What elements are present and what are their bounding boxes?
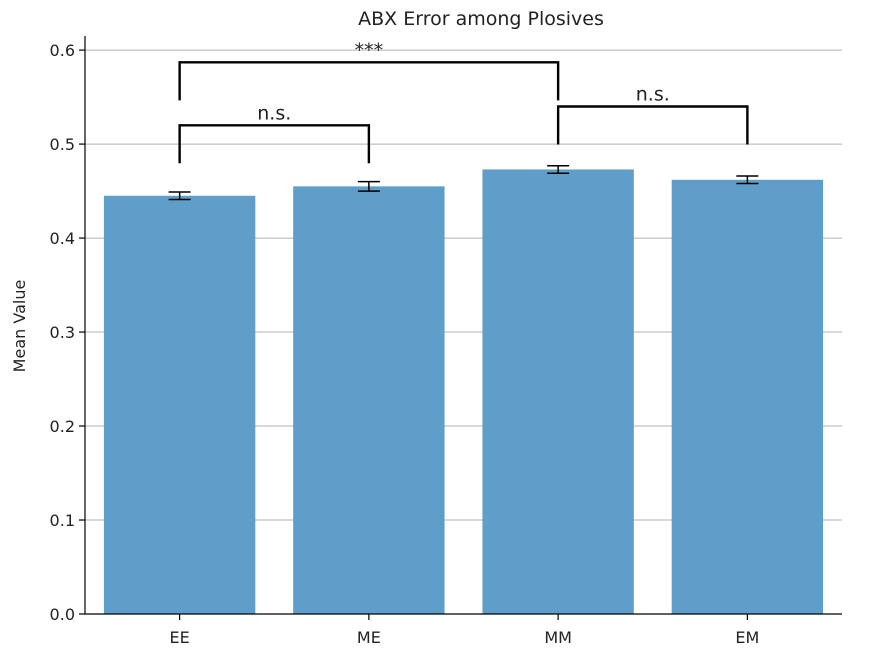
bars	[103, 169, 824, 615]
significance-bracket	[178, 61, 560, 101]
y-tick-label: 0.4	[50, 229, 75, 248]
significance-label: n.s.	[257, 102, 291, 124]
x-tick-label: EE	[170, 628, 190, 647]
x-tick-label: MM	[544, 628, 572, 647]
significance-bracket	[556, 105, 749, 145]
x-tick-label: EM	[735, 628, 759, 647]
significance-label: n.s.	[636, 83, 670, 105]
y-ticks: 0.0 0.1 0.2 0.3 0.4 0.5 0.6	[50, 41, 85, 624]
bar-me	[293, 186, 445, 615]
axes	[84, 36, 842, 615]
bar-mm	[482, 169, 634, 614]
y-tick-label: 0.0	[50, 605, 75, 624]
significance-bracket	[178, 124, 371, 164]
bar-em	[671, 179, 824, 615]
x-ticks: EE ME MM EM	[170, 614, 759, 647]
y-tick-label: 0.6	[50, 41, 75, 60]
y-tick-label: 0.5	[50, 135, 75, 154]
x-tick-label: ME	[357, 628, 381, 647]
y-tick-label: 0.1	[50, 511, 75, 530]
chart-title: ABX Error among Plosives	[358, 8, 604, 30]
significance-label: ***	[355, 39, 384, 61]
significance-annotations: n.s. n.s. ***	[178, 39, 749, 164]
error-bars	[168, 164, 759, 201]
y-tick-label: 0.3	[50, 323, 75, 342]
y-tick-label: 0.2	[50, 417, 75, 436]
bar-ee	[103, 195, 256, 615]
y-axis-label: Mean Value	[10, 280, 29, 373]
